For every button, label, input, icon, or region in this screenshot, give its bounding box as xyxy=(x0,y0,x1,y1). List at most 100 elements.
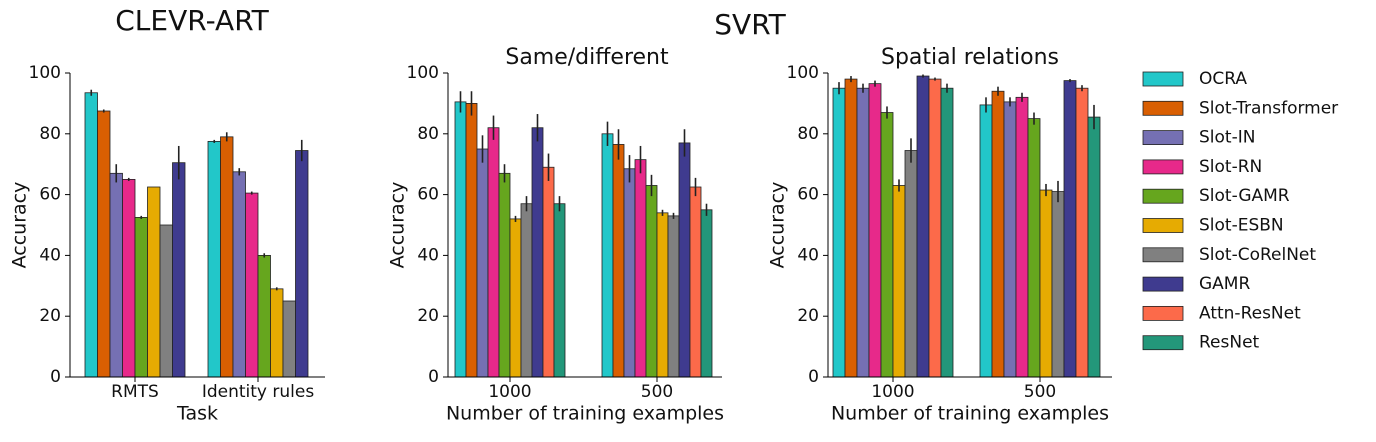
bar xyxy=(487,127,500,378)
legend-label: Attn-ResNet xyxy=(1199,303,1301,323)
legend-label: Slot-GAMR xyxy=(1199,186,1290,206)
chart-title: Same/different xyxy=(505,45,669,70)
bar xyxy=(220,136,234,378)
bar xyxy=(109,172,123,378)
bar xyxy=(1039,189,1053,378)
legend-label: Slot-IN xyxy=(1199,128,1255,148)
supertitle: SVRT xyxy=(714,8,786,41)
bar xyxy=(868,83,882,378)
legend-label: Slot-Transformer xyxy=(1199,98,1338,118)
legend-swatch xyxy=(1142,276,1184,292)
bar xyxy=(172,162,186,378)
bar xyxy=(623,168,636,378)
legend-swatch xyxy=(1142,130,1184,146)
bar xyxy=(553,203,566,378)
bar xyxy=(601,133,614,378)
y-tick-label: 20 xyxy=(797,306,819,326)
bar xyxy=(832,87,846,378)
bar xyxy=(84,92,98,378)
legend-swatch xyxy=(1142,247,1184,263)
bar xyxy=(207,140,221,378)
chart-title: CLEVR-ART xyxy=(115,4,269,37)
bar xyxy=(476,148,489,378)
bar xyxy=(940,87,954,378)
legend-swatch xyxy=(1142,100,1184,116)
y-tick-label: 0 xyxy=(50,367,61,387)
legend-label: Slot-CoRelNet xyxy=(1199,245,1316,265)
bar xyxy=(542,166,555,378)
bar xyxy=(844,78,858,378)
legend-swatch xyxy=(1142,305,1184,321)
y-tick-label: 100 xyxy=(407,63,439,83)
bar xyxy=(257,254,271,378)
legend-label: OCRA xyxy=(1199,69,1247,89)
legend-label: Slot-ESBN xyxy=(1199,216,1284,236)
y-tick-label: 60 xyxy=(797,185,819,205)
legend-label: Slot-RN xyxy=(1199,157,1262,177)
bar xyxy=(465,103,478,378)
bar xyxy=(509,218,522,378)
bar xyxy=(245,192,259,378)
bar xyxy=(1015,96,1029,378)
y-tick-label: 100 xyxy=(29,63,61,83)
y-tick-label: 40 xyxy=(417,245,439,265)
bar xyxy=(1003,101,1017,378)
bar xyxy=(667,215,680,378)
y-tick-label: 40 xyxy=(39,245,61,265)
legend-swatch xyxy=(1142,218,1184,233)
bar xyxy=(904,150,918,378)
x-tick-label: 500 xyxy=(1024,382,1056,402)
bar xyxy=(979,104,993,378)
bar xyxy=(520,203,533,378)
y-tick-label: 60 xyxy=(39,185,61,205)
y-tick-label: 0 xyxy=(428,367,439,387)
y-axis-label: Accuracy xyxy=(387,182,409,269)
x-tick-label: Identity rules xyxy=(202,382,315,402)
bar xyxy=(880,112,894,378)
x-tick-label: 1000 xyxy=(488,382,531,402)
x-tick-label: 500 xyxy=(641,382,673,402)
bar xyxy=(612,144,625,378)
bar xyxy=(1087,116,1101,378)
y-tick-label: 80 xyxy=(417,124,439,144)
bar xyxy=(1027,118,1041,378)
x-tick-label: RMTS xyxy=(111,382,159,402)
bar xyxy=(700,209,713,378)
bar xyxy=(147,186,161,378)
bar xyxy=(531,127,544,378)
bar xyxy=(678,142,691,378)
bar xyxy=(97,110,111,378)
bar xyxy=(282,300,296,378)
x-axis-label: Number of training examples xyxy=(831,403,1109,425)
bar xyxy=(856,87,870,378)
y-axis-label: Accuracy xyxy=(767,182,789,269)
bar xyxy=(498,172,511,378)
bar xyxy=(645,185,658,378)
y-axis-label: Accuracy xyxy=(9,182,31,269)
bar xyxy=(122,178,136,378)
x-axis-label: Task xyxy=(176,403,218,425)
legend-label: GAMR xyxy=(1199,274,1250,294)
legend-swatch xyxy=(1142,71,1184,87)
bar xyxy=(1051,191,1065,378)
bar xyxy=(1075,87,1089,378)
bar xyxy=(134,216,148,378)
legend-swatch xyxy=(1142,159,1184,175)
bar xyxy=(1063,80,1077,378)
bar xyxy=(689,186,702,378)
bar xyxy=(928,78,942,378)
y-tick-label: 40 xyxy=(797,245,819,265)
legend-swatch xyxy=(1142,188,1184,204)
y-tick-label: 0 xyxy=(808,367,819,387)
y-tick-label: 80 xyxy=(797,124,819,144)
bar xyxy=(454,101,467,378)
legend-label: ResNet xyxy=(1199,333,1260,353)
bar xyxy=(634,159,647,378)
y-tick-label: 100 xyxy=(787,63,819,83)
x-tick-label: 1000 xyxy=(871,382,914,402)
bar xyxy=(295,150,309,378)
x-axis-label: Number of training examples xyxy=(446,403,724,425)
bar xyxy=(991,90,1005,378)
chart-title: Spatial relations xyxy=(881,45,1059,70)
